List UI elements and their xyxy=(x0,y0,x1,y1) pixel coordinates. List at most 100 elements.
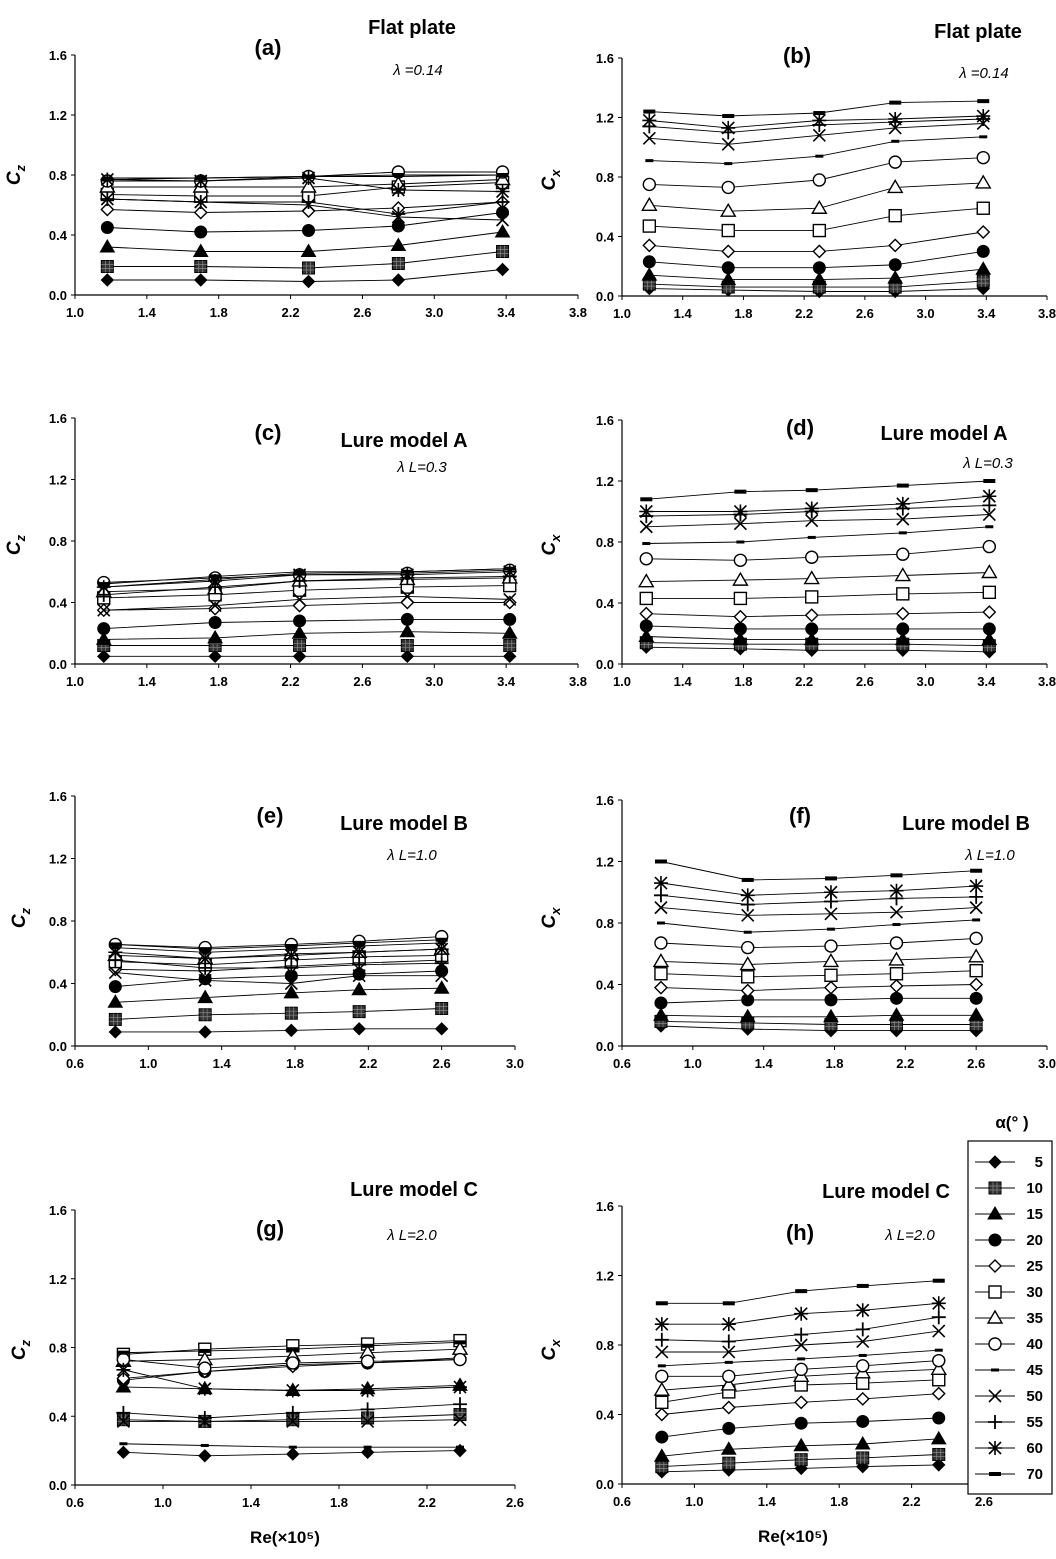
data-point xyxy=(391,273,406,287)
marker-shape xyxy=(805,488,818,493)
data-point xyxy=(721,1317,736,1332)
data-point xyxy=(888,208,902,223)
x-tick-label: 1.4 xyxy=(213,1056,232,1071)
marker-shape xyxy=(503,566,516,571)
marker-shape xyxy=(804,501,819,516)
y-tick-label: 1.2 xyxy=(596,474,614,489)
data-point xyxy=(896,587,910,601)
marker-shape xyxy=(642,219,657,233)
marker-shape xyxy=(981,564,998,579)
marker-shape xyxy=(812,113,827,128)
marker-shape xyxy=(807,535,816,539)
marker-shape xyxy=(642,131,656,145)
data-point xyxy=(739,956,756,971)
marker-shape xyxy=(285,944,298,948)
y-tick-label: 1.2 xyxy=(596,1269,614,1284)
data-point xyxy=(894,631,911,646)
data-point xyxy=(826,927,835,931)
marker-shape xyxy=(892,923,901,927)
data-point xyxy=(100,202,115,217)
data-point xyxy=(642,177,657,192)
marker-shape xyxy=(824,968,838,982)
data-point xyxy=(824,907,838,921)
data-point xyxy=(391,207,406,221)
chart-panel-b: 0.0 0.4 0.8 1.2 1.6 1.0 1.4 1.8 2.2 2.6 3.0 3.4 3.8 (… xyxy=(539,21,1056,321)
marker-shape xyxy=(932,1353,946,1368)
marker-shape xyxy=(401,569,414,574)
marker-shape xyxy=(654,1317,669,1332)
y-tick-label: 1.2 xyxy=(49,852,67,867)
series-70 xyxy=(654,859,983,882)
data-point xyxy=(967,948,985,963)
marker-shape xyxy=(434,1022,449,1036)
data-point xyxy=(930,1430,947,1445)
data-point xyxy=(198,1008,212,1022)
marker-shape xyxy=(198,1449,212,1463)
data-point xyxy=(199,947,212,952)
data-point xyxy=(855,1322,870,1337)
panel-label: (a) xyxy=(255,35,282,60)
marker-shape xyxy=(495,262,510,277)
marker-shape xyxy=(108,945,123,960)
data-point xyxy=(193,205,208,220)
marker-shape xyxy=(288,1445,297,1449)
series-60 xyxy=(642,109,991,135)
series-40 xyxy=(639,539,997,567)
marker-shape xyxy=(895,496,910,511)
data-point xyxy=(970,868,983,873)
marker-shape xyxy=(97,582,110,587)
data-point xyxy=(804,501,819,516)
data-point xyxy=(285,1405,300,1420)
series-20 xyxy=(97,612,517,636)
data-point xyxy=(360,1354,375,1368)
series-35 xyxy=(641,174,992,217)
data-point xyxy=(812,223,827,238)
marker-shape xyxy=(732,571,749,586)
legend-marker xyxy=(988,1415,1002,1429)
marker-shape xyxy=(741,970,755,984)
marker-hatch xyxy=(435,1002,448,1015)
marker-shape xyxy=(988,1441,1002,1455)
marker-shape xyxy=(360,1402,375,1417)
marker-shape xyxy=(284,1023,299,1038)
data-point xyxy=(495,213,510,227)
data-point xyxy=(645,159,654,163)
series-40 xyxy=(97,563,517,590)
marker-shape xyxy=(856,1414,870,1428)
data-point xyxy=(722,114,735,119)
marker-shape xyxy=(208,615,222,629)
data-point xyxy=(977,99,990,104)
legend-label: 15 xyxy=(1026,1206,1043,1223)
marker-shape xyxy=(116,1371,131,1386)
marker-shape xyxy=(721,180,735,195)
marker-shape xyxy=(495,213,510,227)
marker-hatch xyxy=(932,1448,945,1461)
x-tick-label: 1.8 xyxy=(825,1056,843,1071)
marker-shape xyxy=(739,956,756,971)
x-tick-label: 2.2 xyxy=(896,1056,914,1071)
marker-hatch xyxy=(101,260,114,273)
marker-shape xyxy=(982,539,997,554)
data-point xyxy=(283,984,300,999)
marker-hatch xyxy=(643,278,656,291)
data-point xyxy=(642,277,656,291)
data-point xyxy=(100,221,114,234)
marker-shape xyxy=(804,608,819,623)
marker-shape xyxy=(722,1369,736,1383)
x-tick-label: 2.6 xyxy=(506,1495,524,1510)
data-point xyxy=(653,980,668,995)
data-point xyxy=(976,150,990,165)
marker-shape xyxy=(794,1338,808,1352)
marker-shape xyxy=(434,942,449,957)
marker-shape xyxy=(116,1362,131,1377)
data-point xyxy=(300,243,317,257)
data-point xyxy=(434,956,449,971)
data-point xyxy=(976,244,990,258)
data-point xyxy=(496,173,509,177)
marker-shape xyxy=(642,177,657,192)
marker-shape xyxy=(97,649,111,664)
marker-shape xyxy=(889,967,904,981)
series-line xyxy=(660,861,977,881)
data-point xyxy=(892,923,901,927)
marker-shape xyxy=(351,981,368,996)
